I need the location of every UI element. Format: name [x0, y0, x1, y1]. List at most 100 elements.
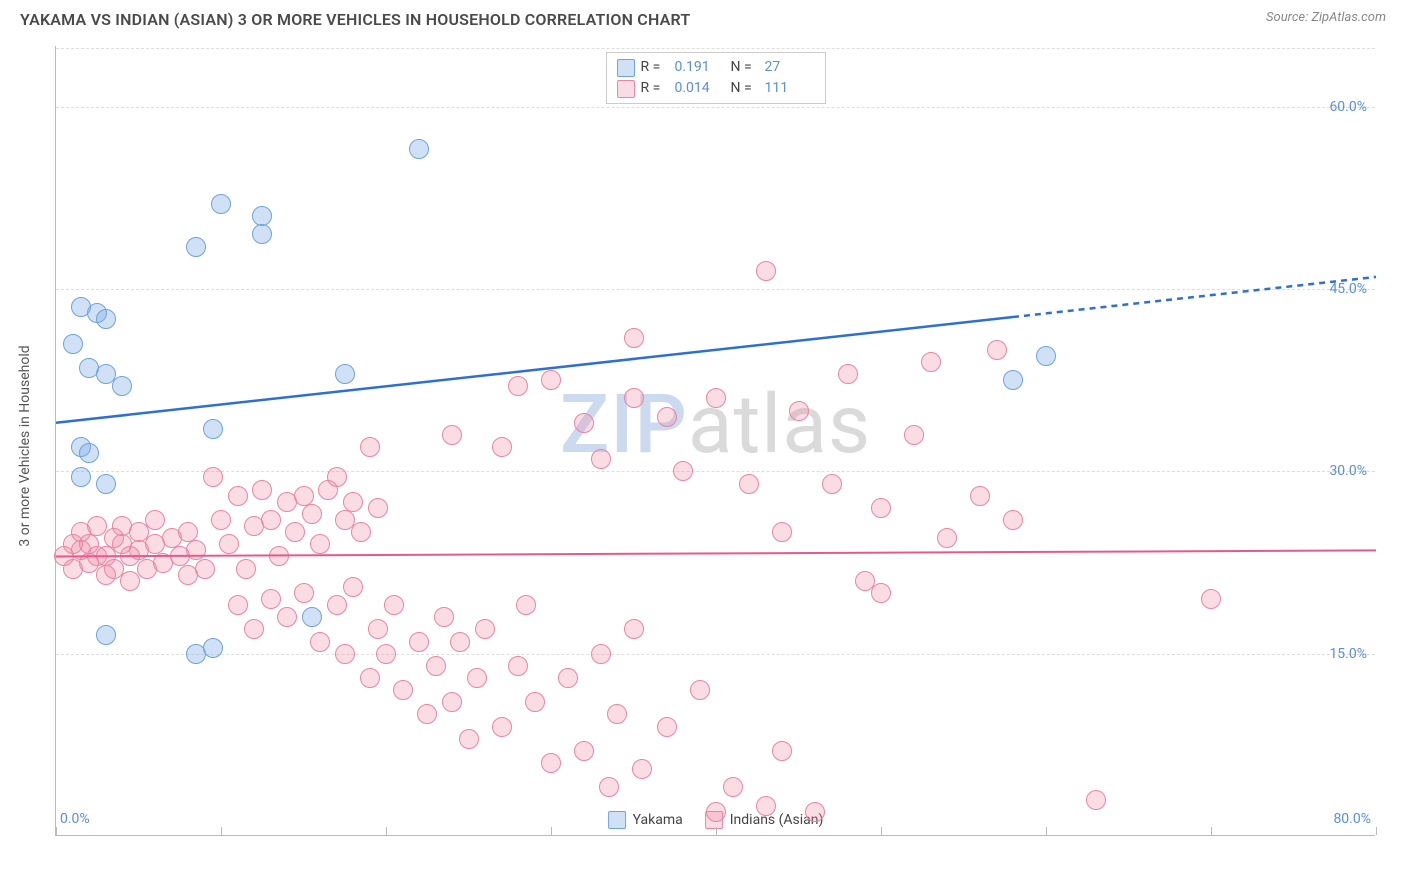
gridline — [56, 289, 1375, 290]
data-point-yakama — [186, 237, 206, 257]
data-point-indian — [690, 680, 710, 700]
r-label: R = — [641, 78, 669, 99]
data-point-indian — [756, 796, 776, 816]
r-label: R = — [641, 57, 669, 78]
gridline — [56, 471, 1375, 472]
data-point-indian — [228, 486, 248, 506]
data-point-indian — [376, 644, 396, 664]
data-point-indian — [269, 546, 289, 566]
x-tick — [1046, 827, 1047, 835]
data-point-indian — [186, 540, 206, 560]
data-point-yakama — [252, 224, 272, 244]
data-point-indian — [368, 498, 388, 518]
data-point-indian — [607, 704, 627, 724]
data-point-indian — [426, 656, 446, 676]
chart-area: 3 or more Vehicles in Household ZIPatlas… — [35, 46, 1385, 846]
data-point-indian — [195, 559, 215, 579]
data-point-yakama — [71, 467, 91, 487]
data-point-indian — [541, 370, 561, 390]
source-attribution: Source: ZipAtlas.com — [1266, 10, 1386, 25]
data-point-yakama — [112, 376, 132, 396]
data-point-indian — [574, 413, 594, 433]
data-point-indian — [228, 595, 248, 615]
y-axis-label: 3 or more Vehicles in Household — [17, 345, 33, 546]
data-point-indian — [285, 522, 305, 542]
data-point-indian — [657, 717, 677, 737]
data-point-indian — [805, 802, 825, 822]
data-point-indian — [393, 680, 413, 700]
x-tick — [386, 827, 387, 835]
data-point-indian — [261, 589, 281, 609]
y-tick-label: 30.0% — [1329, 463, 1367, 479]
data-point-indian — [203, 467, 223, 487]
data-point-indian — [937, 528, 957, 548]
data-point-yakama — [203, 419, 223, 439]
x-tick — [551, 827, 552, 835]
data-point-indian — [739, 474, 759, 494]
swatch-yakama — [617, 59, 635, 77]
gridline — [56, 654, 1375, 655]
data-point-yakama — [252, 206, 272, 226]
data-point-indian — [591, 644, 611, 664]
data-point-indian — [904, 425, 924, 445]
gridline — [56, 48, 1375, 49]
data-point-indian — [442, 692, 462, 712]
data-point-indian — [475, 619, 495, 639]
data-point-indian — [302, 504, 322, 524]
data-point-indian — [789, 401, 809, 421]
data-point-yakama — [63, 334, 83, 354]
data-point-indian — [624, 388, 644, 408]
series-label-yakama: Yakama — [633, 812, 683, 828]
data-point-indian — [343, 577, 363, 597]
n-label: N = — [731, 57, 759, 78]
legend-item-yakama: Yakama — [608, 811, 683, 829]
legend-row-yakama: R = 0.191 N = 27 — [617, 57, 815, 78]
data-point-indian — [871, 498, 891, 518]
data-point-indian — [335, 644, 355, 664]
data-point-yakama — [1003, 370, 1023, 390]
data-point-indian — [244, 619, 264, 639]
data-point-indian — [525, 692, 545, 712]
data-point-indian — [145, 510, 165, 530]
data-point-indian — [327, 467, 347, 487]
data-point-yakama — [302, 607, 322, 627]
data-point-indian — [624, 619, 644, 639]
data-point-indian — [508, 376, 528, 396]
legend-row-indian: R = 0.014 N = 111 — [617, 78, 815, 99]
data-point-indian — [508, 656, 528, 676]
data-point-indian — [706, 802, 726, 822]
data-point-indian — [591, 449, 611, 469]
data-point-indian — [409, 632, 429, 652]
data-point-indian — [467, 668, 487, 688]
data-point-indian — [450, 632, 470, 652]
chart-header: YAKAMA VS INDIAN (ASIAN) 3 OR MORE VEHIC… — [0, 0, 1406, 29]
data-point-indian — [838, 364, 858, 384]
data-point-indian — [294, 583, 314, 603]
data-point-indian — [459, 729, 479, 749]
data-point-indian — [211, 510, 231, 530]
source-prefix: Source: — [1266, 10, 1311, 25]
data-point-indian — [599, 777, 619, 797]
data-point-indian — [417, 704, 437, 724]
data-point-indian — [723, 777, 743, 797]
x-tick — [221, 827, 222, 835]
data-point-yakama — [96, 625, 116, 645]
n-value-yakama: 27 — [765, 57, 815, 78]
x-tick — [1211, 827, 1212, 835]
data-point-yakama — [79, 443, 99, 463]
data-point-indian — [343, 492, 363, 512]
data-point-indian — [756, 261, 776, 281]
data-point-indian — [277, 607, 297, 627]
data-point-indian — [492, 437, 512, 457]
data-point-indian — [310, 632, 330, 652]
trendline-indian — [56, 46, 1376, 836]
r-value-indian: 0.014 — [675, 78, 725, 99]
y-tick-label: 15.0% — [1329, 646, 1367, 662]
data-point-indian — [178, 522, 198, 542]
data-point-indian — [673, 461, 693, 481]
x-tick — [881, 827, 882, 835]
n-value-indian: 111 — [765, 78, 815, 99]
data-point-indian — [368, 619, 388, 639]
data-point-indian — [219, 534, 239, 554]
data-point-yakama — [409, 139, 429, 159]
